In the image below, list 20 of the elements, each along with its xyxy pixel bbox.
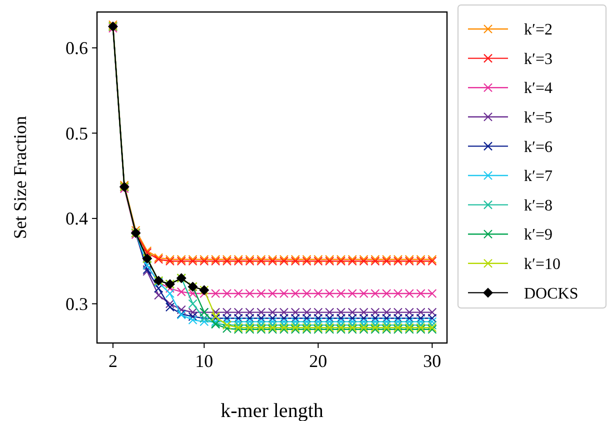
y-tick-label: 0.6 bbox=[66, 38, 88, 58]
legend-label: DOCKS bbox=[524, 285, 578, 302]
y-tick-label: 0.5 bbox=[66, 123, 88, 144]
legend-label: k′=9 bbox=[524, 226, 553, 244]
x-tick-label: 30 bbox=[423, 351, 442, 371]
legend-label: k′=6 bbox=[524, 138, 553, 156]
x-tick-label: 20 bbox=[309, 351, 328, 371]
legend-label: k′=4 bbox=[524, 80, 553, 98]
legend-label: k′=8 bbox=[524, 197, 553, 214]
legend-label: k′=7 bbox=[524, 168, 553, 186]
y-tick-label: 0.3 bbox=[66, 294, 88, 314]
legend-label: k′=5 bbox=[524, 110, 553, 126]
legend-label: k′=2 bbox=[524, 22, 553, 39]
x-tick-label: 10 bbox=[195, 351, 214, 371]
legend-label: k′=10 bbox=[524, 256, 561, 273]
x-tick-label: 2 bbox=[108, 351, 118, 371]
y-tick-label: 0.4 bbox=[66, 208, 88, 229]
y-axis-title: Set Size Fraction bbox=[10, 116, 30, 239]
legend-label: k′=3 bbox=[524, 50, 553, 68]
x-axis-title: k-mer length bbox=[220, 400, 324, 421]
